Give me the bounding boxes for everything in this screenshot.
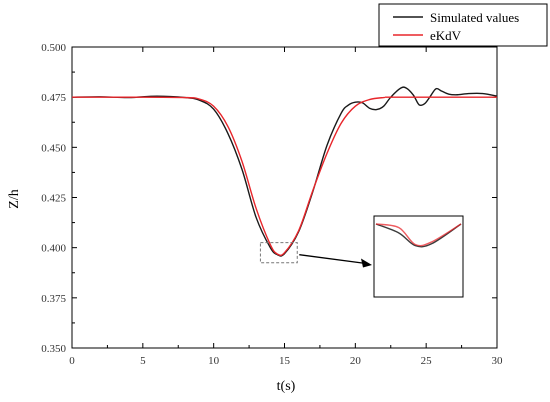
zoom-source-box: [259, 242, 298, 264]
y-tick-label: 0.375: [41, 293, 66, 305]
x-axis-label: t(s): [277, 379, 296, 394]
x-tick-label: 25: [421, 355, 433, 367]
legend-box: [378, 3, 548, 47]
zoom-arrow-head: [361, 258, 372, 268]
x-axis: 0 5 10 15 20 25 30: [69, 47, 503, 367]
x-tick-label: 5: [140, 355, 146, 367]
y-tick-label: 0.500: [41, 42, 66, 54]
legend-label-ekdv: eKdV: [430, 28, 462, 43]
zoom-arrow-shaft: [299, 254, 367, 265]
y-tick-label: 0.425: [41, 193, 66, 205]
x-tick-label: 10: [208, 355, 220, 367]
y-tick-label: 0.475: [41, 92, 66, 104]
series-line-ekdv: [71, 96, 498, 257]
zoom-inset: [259, 215, 464, 298]
zoom-series-line-ekdv: [375, 223, 462, 247]
zoom-series-line-simulated: [375, 223, 462, 248]
series-layer: [71, 86, 498, 257]
zoom-inset-box: [373, 215, 464, 298]
legend-label-simulated: Simulated values: [430, 10, 519, 25]
y-tick-label: 0.350: [41, 343, 66, 355]
x-tick-label: 30: [492, 355, 504, 367]
y-tick-label: 0.450: [41, 142, 66, 154]
legend: Simulated values eKdV: [378, 3, 548, 47]
y-axis: 0.350 0.375 0.400 0.425 0.450 0.475 0.500: [41, 42, 497, 355]
series-line-simulated: [71, 86, 498, 257]
x-tick-label: 20: [350, 355, 362, 367]
y-axis-label: Z/h: [7, 189, 22, 208]
x-tick-label: 15: [279, 355, 291, 367]
x-tick-label: 0: [69, 355, 75, 367]
y-tick-label: 0.400: [41, 243, 66, 255]
